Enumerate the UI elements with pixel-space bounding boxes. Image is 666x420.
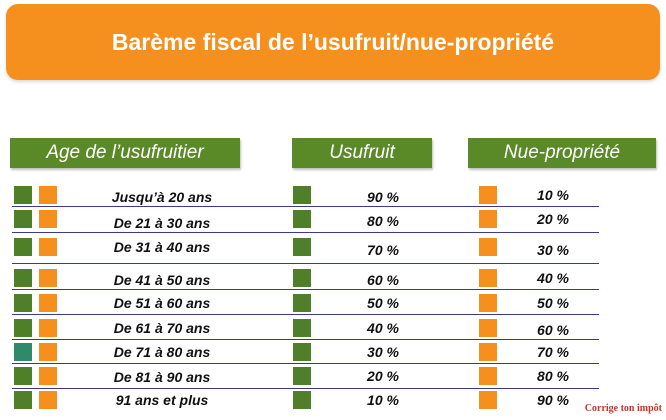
age-range: De 71 à 80 ans — [113, 344, 211, 360]
usufruit-value: 30 % — [367, 344, 399, 360]
row-divider — [12, 388, 599, 389]
orange-square-icon — [479, 367, 497, 385]
green-square-icon — [293, 210, 311, 228]
orange-square-icon — [39, 186, 57, 204]
green-square-icon — [293, 238, 311, 256]
nue-propriete-value: 20 % — [537, 211, 569, 227]
header-usufruit: Usufruit — [292, 138, 432, 168]
nue-propriete-value: 30 % — [537, 242, 569, 258]
table-row: De 61 à 70 ans 40 % 60 % — [0, 319, 666, 343]
usufruit-value: 50 % — [367, 295, 399, 311]
green-square-icon — [14, 294, 32, 312]
orange-square-icon — [39, 238, 57, 256]
orange-square-icon — [39, 319, 57, 337]
table-row: De 81 à 90 ans 20 % 80 % — [0, 367, 666, 391]
green-square-icon — [14, 391, 32, 409]
table-row: De 51 à 60 ans 50 % 50 % — [0, 294, 666, 318]
age-range: De 21 à 30 ans — [113, 215, 211, 231]
table-row: De 71 à 80 ans 30 % 70 % — [0, 343, 666, 367]
age-range: 91 ans et plus — [115, 392, 209, 408]
green-square-icon — [14, 367, 32, 385]
green-square-icon — [293, 391, 311, 409]
nue-propriete-value: 10 % — [537, 187, 569, 203]
orange-square-icon — [479, 269, 497, 287]
orange-square-icon — [39, 269, 57, 287]
orange-square-icon — [39, 391, 57, 409]
orange-square-icon — [479, 319, 497, 337]
orange-square-icon — [39, 367, 57, 385]
orange-square-icon — [39, 210, 57, 228]
row-divider — [12, 289, 599, 290]
header-age: Age de l’usufruitier — [10, 138, 240, 168]
teal-square-icon — [14, 343, 32, 361]
orange-square-icon — [479, 294, 497, 312]
age-range: De 61 à 70 ans — [113, 320, 211, 336]
table-row: 91 ans et plus 10 % 90 % — [0, 391, 666, 415]
green-square-icon — [293, 367, 311, 385]
green-square-icon — [293, 319, 311, 337]
usufruit-value: 10 % — [367, 392, 399, 408]
orange-square-icon — [479, 238, 497, 256]
green-square-icon — [293, 186, 311, 204]
usufruit-value: 40 % — [367, 320, 399, 336]
nue-propriete-value: 90 % — [537, 392, 569, 408]
page-title: Barème fiscal de l’usufruit/nue-propriét… — [111, 28, 555, 55]
orange-square-icon — [479, 210, 497, 228]
orange-square-icon — [479, 391, 497, 409]
table-row: De 41 à 50 ans 60 % 40 % — [0, 269, 666, 293]
age-range: De 41 à 50 ans — [113, 272, 211, 288]
table-row: De 21 à 30 ans 80 % 20 % — [0, 210, 666, 234]
nue-propriete-value: 60 % — [537, 322, 569, 338]
green-square-icon — [293, 343, 311, 361]
green-square-icon — [14, 210, 32, 228]
nue-propriete-value: 80 % — [537, 368, 569, 384]
nue-propriete-value: 40 % — [537, 270, 569, 286]
row-divider — [12, 263, 599, 264]
title-banner: Barème fiscal de l’usufruit/nue-propriét… — [6, 4, 660, 80]
nue-propriete-value: 50 % — [537, 295, 569, 311]
age-range: De 81 à 90 ans — [113, 369, 211, 385]
green-square-icon — [14, 319, 32, 337]
usufruit-value: 20 % — [367, 368, 399, 384]
green-square-icon — [14, 186, 32, 204]
age-range: De 51 à 60 ans — [113, 295, 211, 311]
row-divider — [12, 339, 599, 340]
usufruit-value: 80 % — [367, 213, 399, 229]
green-square-icon — [14, 238, 32, 256]
usufruit-value: 70 % — [367, 242, 399, 258]
usufruit-value: 90 % — [367, 189, 399, 205]
age-range: De 31 à 40 ans — [113, 239, 211, 255]
row-divider — [12, 314, 599, 315]
nue-propriete-value: 70 % — [537, 344, 569, 360]
green-square-icon — [293, 269, 311, 287]
orange-square-icon — [479, 186, 497, 204]
age-range: Jusqu’à 20 ans — [111, 189, 213, 205]
orange-square-icon — [39, 343, 57, 361]
orange-square-icon — [479, 343, 497, 361]
orange-square-icon — [39, 294, 57, 312]
usufruit-value: 60 % — [367, 272, 399, 288]
green-square-icon — [14, 269, 32, 287]
header-nue-propriete: Nue-propriété — [468, 138, 656, 168]
credit-text: Corrige ton impôt — [584, 403, 662, 414]
table-row: De 31 à 40 ans 70 % 30 % — [0, 238, 666, 264]
green-square-icon — [293, 294, 311, 312]
row-divider — [12, 232, 599, 233]
row-divider — [12, 363, 599, 364]
table-row: Jusqu’à 20 ans 90 % 10 % — [0, 186, 666, 210]
row-divider — [12, 206, 599, 207]
